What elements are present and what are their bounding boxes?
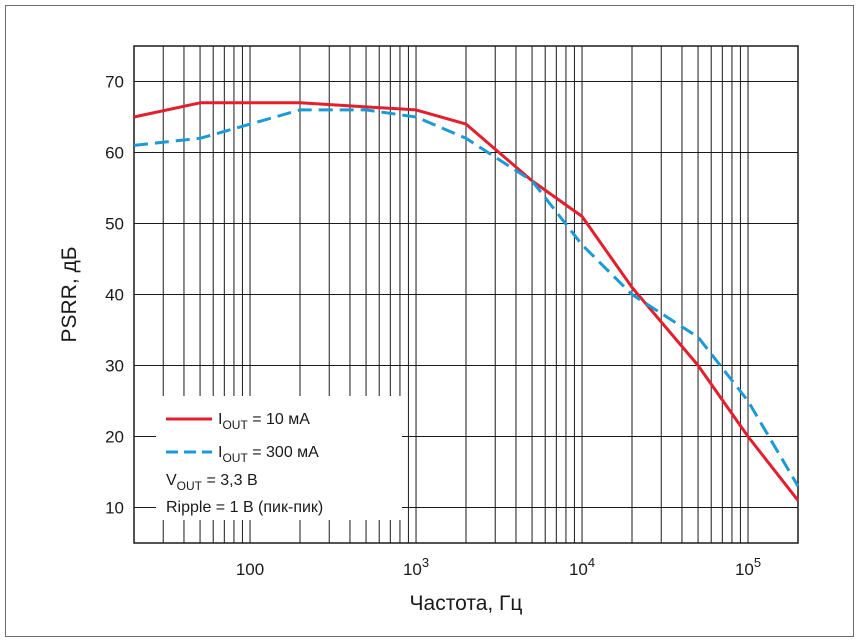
vout-sub: OUT [177,479,203,493]
x-tick-exponent: 5 [754,555,761,570]
plot-area-border [133,45,799,544]
x-tick-base: 100 [236,560,264,579]
y-tick-label: 70 [105,73,124,92]
y-tick-label: 50 [105,215,124,234]
x-tick-label: 100 [236,560,264,579]
chart-frame [5,5,854,637]
y-tick-label: 30 [105,357,124,376]
legend-note-vout: VOUT = 3,3 В [166,472,258,493]
vout-rest: = 3,3 В [202,472,258,489]
legend-label-rest: = 10 мА [248,411,310,428]
legend-entry-iout-10ma: IOUT = 10 мА [166,411,310,432]
x-tick-labels: 100 103 104 105 [236,555,761,579]
x-tick-label: 103 [403,555,429,579]
legend-label-main: I [218,444,222,461]
x-tick-exponent: 4 [588,555,595,570]
x-tick-base: 10 [735,560,754,579]
y-tick-label: 20 [105,428,124,447]
y-tick-label: 40 [105,286,124,305]
legend-label-main: I [218,411,222,428]
x-tick-label: 105 [735,555,761,579]
y-tick-label: 60 [105,144,124,163]
series-layer [133,101,800,502]
series-line-1 [133,108,800,487]
y-tick-labels: 10 20 30 40 50 60 70 [105,73,124,518]
legend-entry-iout-300ma: IOUT = 300 мА [166,444,319,465]
legend-label-sub: OUT [222,451,248,465]
legend-label-rest: = 300 мА [248,444,319,461]
x-tick-base: 10 [569,560,588,579]
x-tick-base: 10 [403,560,422,579]
series-line-0 [133,101,800,502]
legend-label-iout-300ma: IOUT = 300 мА [218,444,319,465]
legend-label-iout-10ma: IOUT = 10 мА [218,411,310,432]
legend-background [156,396,402,520]
x-tick-exponent: 3 [422,555,429,570]
y-axis-title: PSRR, дБ [58,246,81,342]
x-tick-label: 104 [569,555,595,579]
x-axis-title: Частота, Гц [410,592,523,615]
legend: IOUT = 10 мА IOUT = 300 мА VOUT = 3,3 В … [156,396,402,520]
vout-main: V [166,472,177,489]
y-tick-label: 10 [105,499,124,518]
legend-label-sub: OUT [222,418,248,432]
legend-note-ripple: Ripple = 1 В (пик-пик) [166,499,323,516]
